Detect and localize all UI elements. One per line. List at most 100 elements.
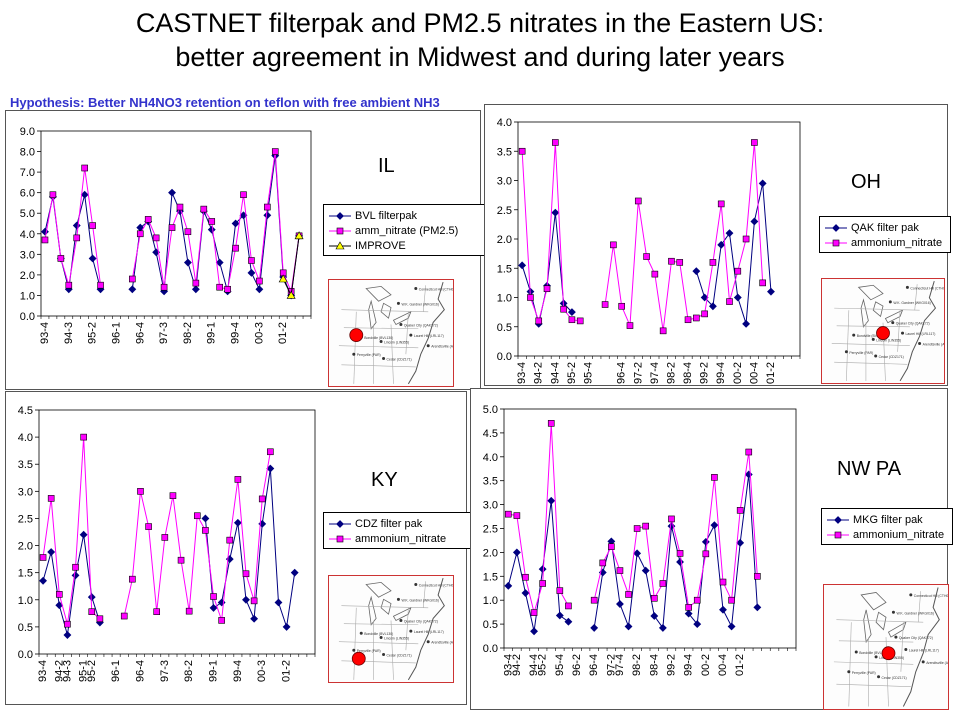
- series-1-point-13: [616, 567, 624, 574]
- series-1-point-0: [41, 236, 49, 244]
- title-line-2: better agreement in Midwest and during l…: [175, 42, 785, 72]
- series-1-point-22: [218, 617, 225, 624]
- series-1-point-28: [264, 203, 271, 211]
- map-site-label: Lincoln (LIN355): [876, 338, 901, 342]
- legend-swatch-marker-point-0: [834, 515, 842, 524]
- series-0-point-31: [290, 568, 299, 577]
- series-1-point-28: [267, 448, 274, 456]
- plot-area-il: [40, 130, 312, 317]
- site-dot: [414, 582, 418, 586]
- series-0-point-20: [676, 558, 684, 566]
- series-1-point-24: [711, 474, 718, 481]
- series-1-point-5: [80, 433, 87, 441]
- legend-ky: CDZ filter pak ammonium_nitrate: [323, 512, 473, 549]
- state-label-il: IL: [378, 155, 395, 177]
- lake-erie: [392, 310, 412, 326]
- series-1-point-13: [626, 322, 634, 329]
- series-1-point-21: [210, 593, 217, 600]
- legend-entry: CDZ filter pak: [329, 516, 467, 531]
- series-0-point-24: [233, 518, 242, 527]
- site-location-marker: [876, 326, 890, 340]
- x-tick-label: 00-4: [717, 654, 729, 676]
- series-0-point-5: [79, 530, 88, 539]
- series-0-point-26: [250, 614, 259, 623]
- legend-swatch-marker-point-0: [832, 223, 840, 232]
- y-tick-label: 1.0: [497, 293, 512, 305]
- legend-label: MKG filter pak: [853, 513, 923, 526]
- series-2-point-31: [286, 290, 296, 299]
- series-1-point-3: [64, 620, 71, 628]
- series-1-point-15: [633, 525, 641, 532]
- legend-entry: QAK filter pak: [825, 220, 945, 235]
- y-tick-label: 0.0: [20, 311, 35, 323]
- chart-svg-il: 0.0 1.0 2.0 3.0 4.0 5.0 6.0 7.0 8.0 9.0 93-4 94-3 95…: [20, 126, 312, 344]
- x-tick-label: 98-4: [682, 362, 694, 384]
- series-1-point-17: [659, 327, 667, 335]
- x-tick-label: 99-1: [206, 322, 218, 344]
- x-tick-label: 00-4: [748, 362, 760, 384]
- y-tick-label: 1.0: [18, 595, 33, 607]
- series-1-point-24: [234, 476, 242, 483]
- map-site-label: Perryville (PAR): [849, 351, 873, 355]
- y-tick-label: 3.5: [483, 476, 498, 488]
- map-svg: Connecticut Hill (CTH010) W.K. Gardner (W…: [824, 585, 948, 709]
- state-border: [422, 285, 427, 312]
- x-tick-label: 96-4: [588, 654, 600, 676]
- series-1-point-29: [759, 279, 766, 287]
- state-border: [341, 309, 429, 313]
- series-1-point-16: [642, 522, 650, 530]
- series-1-point-7: [565, 602, 572, 610]
- series-1-point-22: [701, 310, 708, 318]
- series-1-point-13: [145, 523, 152, 530]
- series-0-point-4: [71, 571, 80, 580]
- lake-michigan: [368, 595, 377, 626]
- y-tick-label: 8.0: [20, 147, 35, 159]
- series-1-point-2: [57, 255, 65, 262]
- x-tick-label: 99-2: [665, 654, 677, 676]
- series-0-point-17: [650, 612, 659, 620]
- series-0-point-6: [567, 308, 576, 317]
- site-dot: [891, 610, 895, 614]
- x-tick-label: 99-2: [699, 362, 711, 384]
- map-site-label: W.K. Gardner (WKG016): [401, 302, 439, 306]
- map-svg: Connecticut Hill (CTH010) W.K. Gardner (W…: [329, 280, 453, 386]
- series-diamond-nwpa: [504, 470, 762, 636]
- map-site-label: Perryville (PAR): [357, 649, 381, 653]
- series-1-point-7: [97, 281, 104, 289]
- series-0-point-25: [719, 605, 727, 614]
- state-border: [422, 581, 427, 608]
- coastline: [899, 280, 937, 382]
- site-map-ky: Connecticut Hill (CTH010) W.K. Gardner (W…: [328, 575, 454, 683]
- x-tick-label: 94-3: [61, 660, 73, 682]
- series-1-point-24: [232, 244, 239, 252]
- series-1-point-0: [504, 510, 512, 518]
- y-tick-label: 2.5: [497, 205, 512, 217]
- series-1-point-26: [734, 267, 742, 275]
- series-0-point-1: [512, 548, 521, 557]
- x-tick-label: 98-2: [182, 322, 194, 344]
- state-border: [338, 641, 419, 645]
- site-dot: [854, 650, 858, 654]
- chart-svg-nwpa: 0.00.51.01.52.02.53.03.54.04.55.093-494-…: [483, 404, 797, 676]
- series-0-point-2: [521, 589, 530, 597]
- legend-label: QAK filter pak: [851, 221, 919, 234]
- site-dot: [871, 337, 875, 341]
- site-dot: [382, 356, 386, 360]
- x-tick-label: 00-3: [253, 322, 265, 344]
- series-1-point-20: [676, 550, 684, 557]
- series-1-point-26: [250, 597, 258, 605]
- site-dot: [921, 660, 925, 664]
- series-1-point-15: [160, 283, 168, 291]
- map-site-label: Perryville (PAR): [357, 353, 381, 357]
- map-site-label: Lincoln (LIN355): [384, 340, 409, 344]
- site-dot: [399, 323, 403, 327]
- legend-label: IMPROVE: [355, 239, 406, 252]
- y-tick-label: 1.5: [18, 568, 33, 580]
- site-dot: [874, 354, 878, 358]
- series-1-point-22: [693, 596, 701, 604]
- y-tick-label: 3.5: [18, 459, 33, 471]
- map-site-label: Arendtsville (ARE): [431, 345, 453, 349]
- series-1-point-16: [168, 224, 176, 231]
- site-map-il: Connecticut Hill (CTH010) W.K. Gardner (W…: [328, 279, 454, 387]
- x-tick-label: 96-4: [616, 362, 628, 384]
